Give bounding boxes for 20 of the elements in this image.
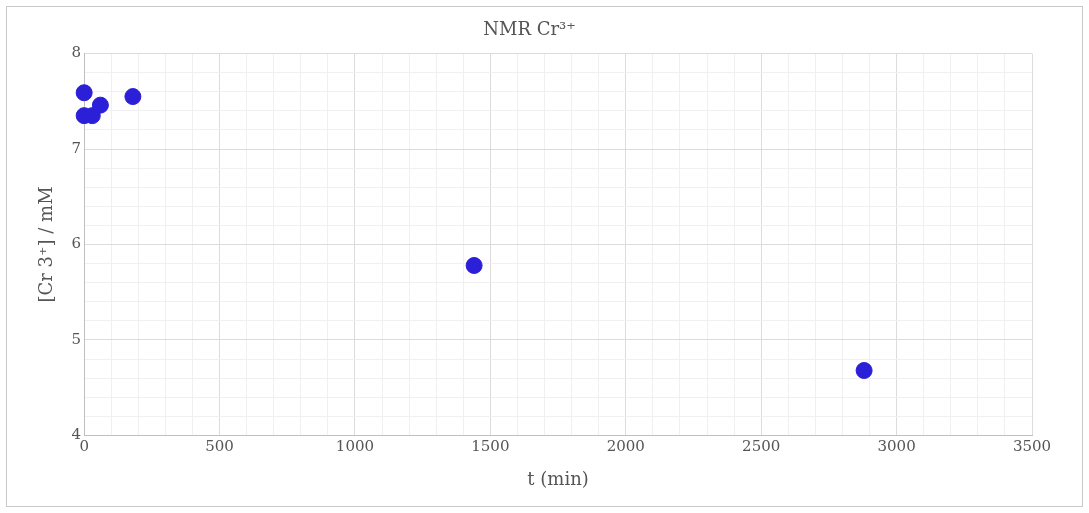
point	[91, 96, 109, 114]
y-tick-label: 6	[71, 234, 82, 253]
y-tick-label: 5	[71, 329, 82, 348]
x-tick-label: 2000	[606, 437, 645, 456]
x-tick-label: 2500	[742, 437, 781, 456]
x-tick-label: 500	[205, 437, 234, 456]
x-tick-label: 1000	[335, 437, 375, 456]
x-tick-label: 1500	[471, 437, 510, 456]
point	[75, 84, 93, 102]
x-tick-label: 3000	[877, 437, 916, 456]
chart-title: NMR Cr³⁺	[483, 18, 576, 40]
point	[124, 88, 142, 106]
y-axis-title: [Cr 3⁺] / mM	[35, 186, 57, 303]
point	[465, 257, 483, 274]
x-axis-title: t (min)	[527, 467, 589, 489]
x-tick-label: 0	[79, 437, 89, 456]
y-tick-label: 8	[71, 43, 82, 62]
y-tick-label: 7	[71, 138, 82, 157]
point	[855, 361, 873, 379]
x-tick-label: 3500	[1012, 437, 1052, 456]
